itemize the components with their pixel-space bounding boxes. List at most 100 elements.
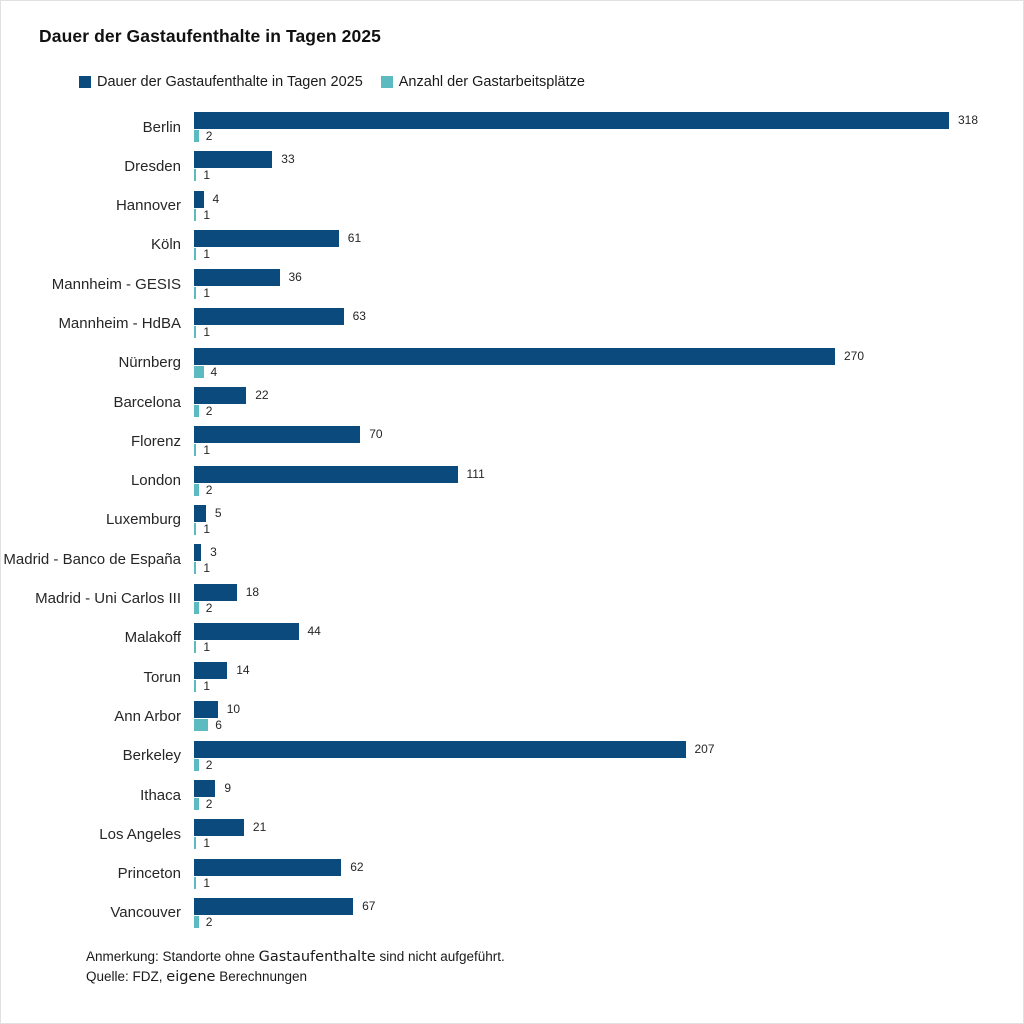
category-label: Los Angeles [99, 825, 181, 843]
duration-bar [194, 819, 244, 837]
duration-value-label: 33 [281, 152, 295, 167]
chart-row: Mannheim - GESIS 36 1 [1, 269, 1023, 308]
duration-value-label: 5 [214, 505, 222, 520]
category-label: Mannheim - HdBA [58, 314, 181, 332]
category-label: Berlin [142, 118, 181, 136]
footer: Anmerkung: Standorte ohne Gastaufenthalt… [86, 947, 505, 987]
chart-row: Madrid - Uni Carlos III 18 2 [1, 583, 1023, 623]
workplaces-value-label: 2 [205, 757, 213, 772]
chart-row: London 111 2 [1, 465, 1023, 505]
workplaces-bar [194, 169, 197, 182]
duration-value-label: 9 [224, 781, 232, 796]
duration-value-label: 62 [350, 859, 364, 874]
source-text-alt: eigene [166, 969, 216, 985]
footnote-text: Anmerkung: Standorte ohne [86, 949, 259, 964]
duration-value-label: 14 [236, 663, 250, 678]
workplaces-bar [194, 326, 197, 339]
workplaces-bar [194, 640, 197, 653]
chart-row: Berlin 318 2 [1, 112, 1023, 151]
chart-row: Dresden 33 1 [1, 151, 1023, 190]
workplaces-value-label: 1 [203, 875, 211, 890]
workplaces-value-label: 2 [205, 404, 213, 419]
workplaces-value-label: 4 [210, 364, 218, 379]
duration-bar [194, 504, 206, 522]
duration-value-label: 44 [307, 623, 321, 638]
duration-value-label: 63 [352, 309, 366, 324]
workplaces-bar [194, 522, 197, 535]
duration-value-label: 21 [252, 820, 267, 835]
category-label: Florenz [130, 432, 181, 450]
legend: Dauer der Gastaufenthalte in Tagen 2025 … [79, 74, 585, 90]
category-label: Köln [150, 236, 181, 254]
workplaces-value-label: 2 [205, 600, 213, 615]
duration-bar [194, 269, 280, 287]
duration-value-label: 18 [245, 584, 260, 599]
workplaces-bar [194, 247, 197, 260]
legend-label-duration: Dauer der Gastaufenthalte in Tagen 2025 [97, 74, 363, 90]
category-label: Luxemburg [105, 511, 181, 529]
workplaces-value-label: 1 [203, 207, 211, 222]
chart-row: Ithaca 9 2 [1, 780, 1023, 819]
workplaces-value-label: 1 [203, 168, 211, 183]
duration-value-label: 10 [226, 702, 241, 717]
workplaces-value-label: 1 [203, 836, 211, 851]
duration-bar [194, 190, 204, 208]
workplaces-bar [194, 208, 197, 221]
workplaces-value-label: 1 [203, 286, 211, 301]
duration-bar [194, 387, 247, 405]
legend-item-workplaces: Anzahl der Gastarbeitsplätze [380, 74, 585, 90]
legend-item-duration: Dauer der Gastaufenthalte in Tagen 2025 [79, 74, 363, 90]
duration-value-label: 22 [255, 388, 269, 403]
category-label: Princeton [117, 865, 181, 883]
category-label: Nürnberg [118, 354, 181, 372]
duration-value-label: 111 [466, 466, 485, 481]
duration-bar [194, 780, 216, 798]
workplaces-value-label: 2 [205, 914, 213, 929]
workplaces-bar [194, 287, 197, 300]
chart-row: Luxemburg 5 1 [1, 504, 1023, 544]
chart-row: Los Angeles 21 1 [1, 819, 1023, 858]
workplaces-value-label: 1 [203, 521, 211, 536]
chart-row: Torun 14 1 [1, 662, 1023, 701]
category-label: Mannheim - GESIS [51, 275, 181, 293]
duration-value-label: 67 [362, 898, 376, 913]
chart-row: Berkeley 207 2 [1, 740, 1023, 780]
category-label: Vancouver [110, 904, 181, 922]
workplaces-value-label: 1 [203, 325, 211, 340]
workplaces-value-label: 1 [203, 561, 211, 576]
category-label: London [130, 472, 181, 490]
duration-value-label: 318 [958, 113, 979, 127]
workplaces-value-label: 1 [203, 639, 211, 654]
legend-swatch-workplaces-icon [380, 76, 393, 88]
workplaces-bar [194, 444, 197, 457]
workplaces-value-label: 2 [205, 482, 213, 497]
source-text: Berechnungen [215, 969, 308, 984]
duration-bar [194, 151, 273, 169]
chart-row: Madrid - Banco de España 3 1 [1, 544, 1023, 583]
duration-bar [194, 662, 228, 680]
chart-row: Vancouver 67 2 [1, 897, 1023, 937]
workplaces-value-label: 2 [205, 797, 213, 812]
category-label: Hannover [115, 197, 181, 215]
duration-bar [194, 308, 344, 326]
category-label: Ithaca [140, 786, 181, 804]
category-label: Dresden [124, 157, 181, 175]
duration-value-label: 61 [347, 230, 362, 245]
chart-row: Köln 61 1 [1, 229, 1023, 269]
duration-bar [194, 347, 835, 365]
duration-value-label: 4 [212, 191, 220, 206]
footnote-text: sind nicht aufgeführt. [375, 949, 505, 964]
duration-value-label: 3 [210, 545, 217, 560]
chart-row: Mannheim - HdBA 63 1 [1, 308, 1023, 347]
workplaces-bar [194, 365, 204, 378]
duration-bar [194, 112, 949, 129]
workplaces-value-label: 1 [203, 443, 211, 458]
chart-title: Dauer der Gastaufenthalte in Tagen 2025 [39, 26, 382, 46]
duration-bar [194, 465, 458, 483]
workplaces-bar [194, 915, 199, 928]
workplaces-bar [194, 680, 197, 693]
workplaces-bar [194, 601, 199, 614]
workplaces-bar [194, 130, 199, 142]
workplaces-value-label: 2 [205, 129, 213, 143]
